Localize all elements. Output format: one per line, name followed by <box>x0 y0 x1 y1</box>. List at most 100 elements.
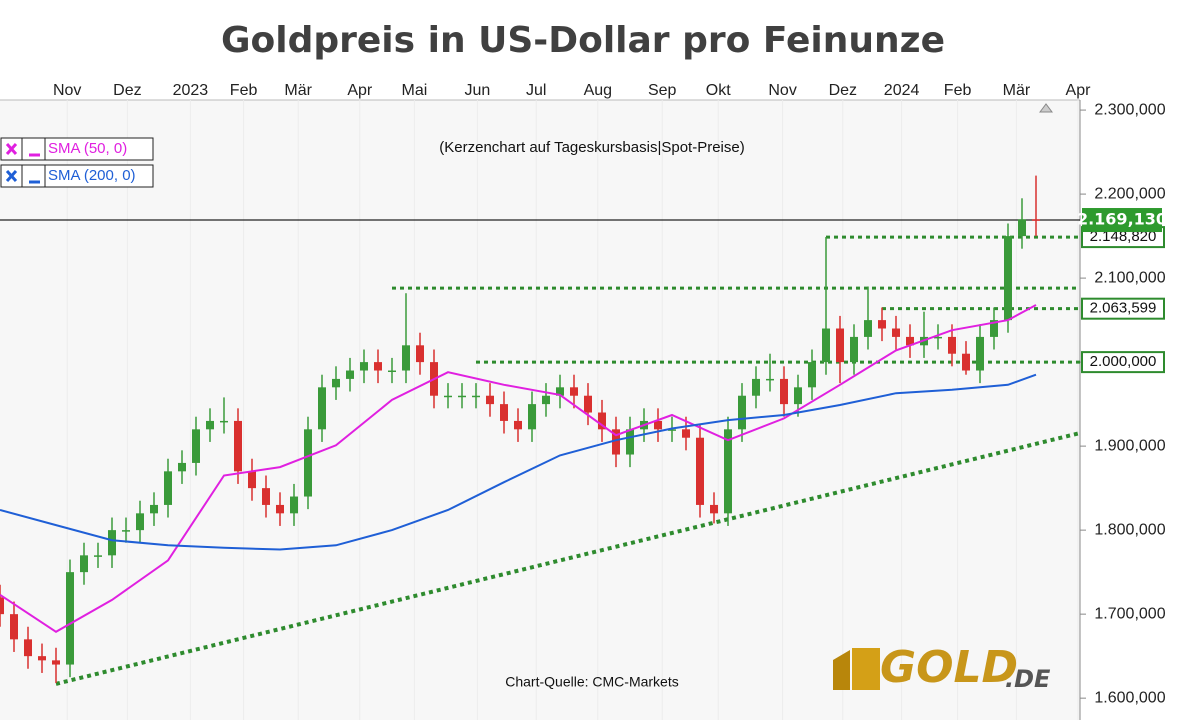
plot-area <box>0 100 1080 720</box>
x-tick-label: Dez <box>113 82 141 99</box>
candle-body <box>206 420 214 430</box>
candle-body <box>276 504 284 514</box>
chart-title: Goldpreis in US-Dollar pro Feinunze <box>221 20 945 61</box>
x-tick-label: Sep <box>648 82 677 99</box>
candle-body <box>850 336 858 363</box>
last-price-label: 2.169,130 <box>1077 210 1167 229</box>
candle-body <box>766 378 774 381</box>
level-label: 2.000,000 <box>1090 353 1157 370</box>
scroll-icon[interactable] <box>1039 103 1053 113</box>
candle-body <box>444 395 452 398</box>
y-tick-label: 1.700,000 <box>1094 605 1165 622</box>
candle-body <box>864 320 872 337</box>
x-tick-label: Apr <box>1066 82 1092 99</box>
logo-text: GOLD <box>880 642 1018 693</box>
candle-body <box>794 387 802 405</box>
candle-body <box>738 395 746 430</box>
level-label: 2.063,599 <box>1090 300 1157 317</box>
candle-body <box>346 370 354 379</box>
legend-label: SMA (200, 0) <box>48 167 136 184</box>
level-label-box <box>1081 297 1165 320</box>
x-tick-label: Nov <box>768 82 796 99</box>
candle-body <box>598 412 606 430</box>
y-tick-label: 1.800,000 <box>1094 521 1165 538</box>
candle-body <box>710 504 718 514</box>
candle-body <box>108 530 116 556</box>
level-label: 2.148,820 <box>1090 228 1157 245</box>
logo: GOLD .DE <box>833 642 1051 693</box>
content <box>0 100 1080 720</box>
candle-body <box>458 395 466 398</box>
candle-body <box>360 362 368 371</box>
candle-body <box>976 336 984 371</box>
candle-body <box>164 471 172 505</box>
candle-body <box>486 395 494 405</box>
x-tick-label: Jul <box>526 82 546 99</box>
source: Chart-Quelle: CMC-Markets <box>505 674 678 690</box>
candle-body <box>892 328 900 337</box>
x-tick-label: 2023 <box>173 82 209 99</box>
candle-body <box>10 614 18 640</box>
logo-suffix: .DE <box>1005 665 1051 693</box>
x-tick-label: Mai <box>402 82 428 99</box>
candle-body <box>374 362 382 371</box>
candle-body <box>696 437 704 505</box>
candle-body <box>178 462 186 472</box>
y-tick-label: 2.300,000 <box>1094 101 1165 118</box>
x-tick-label: Apr <box>347 82 373 99</box>
candle-body <box>528 404 536 430</box>
logo-icon <box>833 650 850 690</box>
candle-body <box>318 387 326 430</box>
y-tick-label: 2.100,000 <box>1094 269 1165 286</box>
candle-body <box>752 378 760 396</box>
candle-body <box>612 429 620 455</box>
candle-body <box>906 336 914 346</box>
candle-body <box>724 429 732 514</box>
candle-body <box>0 597 4 615</box>
candle-body <box>52 660 60 665</box>
candle-body <box>24 639 32 657</box>
logo-icon <box>852 648 880 690</box>
candle-body <box>668 429 676 431</box>
candle-body <box>304 429 312 497</box>
candle-body <box>472 395 480 398</box>
last-price-box <box>1082 208 1162 233</box>
y-tick-label: 1.600,000 <box>1094 689 1165 706</box>
candle-body <box>192 429 200 463</box>
candle-body <box>38 656 46 661</box>
candle-body <box>332 378 340 388</box>
candle-body <box>122 530 130 532</box>
candle-body <box>1004 236 1012 321</box>
candle-body <box>80 555 88 573</box>
candle-body <box>1018 219 1026 237</box>
candle-body <box>416 345 424 363</box>
candle-body <box>948 336 956 354</box>
candle-body <box>542 395 550 405</box>
candle-body <box>500 404 508 421</box>
x-tick-label: Feb <box>230 82 258 99</box>
y-tick-label: 2.200,000 <box>1094 185 1165 202</box>
candle-body <box>556 387 564 396</box>
candle-body <box>962 353 970 371</box>
candle-body <box>290 496 298 514</box>
candle-body <box>262 488 270 505</box>
x-tick-label: Okt <box>706 82 731 99</box>
sma-line <box>0 373 1037 551</box>
candle-body <box>780 378 788 405</box>
x-tick-label: Mär <box>284 82 312 99</box>
candle-body <box>808 362 816 388</box>
candle-body <box>878 320 886 329</box>
legend-close <box>5 169 18 183</box>
x-tick-label: Feb <box>944 82 972 99</box>
candle-body <box>94 555 102 557</box>
y-tick-label: 1.900,000 <box>1094 437 1165 454</box>
subtitle: (Kerzenchart auf Tageskursbasis|Spot-Pre… <box>439 139 744 156</box>
candle-body <box>1032 219 1040 221</box>
candle-body <box>136 513 144 531</box>
candle-body <box>388 370 396 373</box>
candle-body <box>990 320 998 337</box>
candle-body <box>584 395 592 413</box>
level-label-box <box>1081 351 1165 374</box>
